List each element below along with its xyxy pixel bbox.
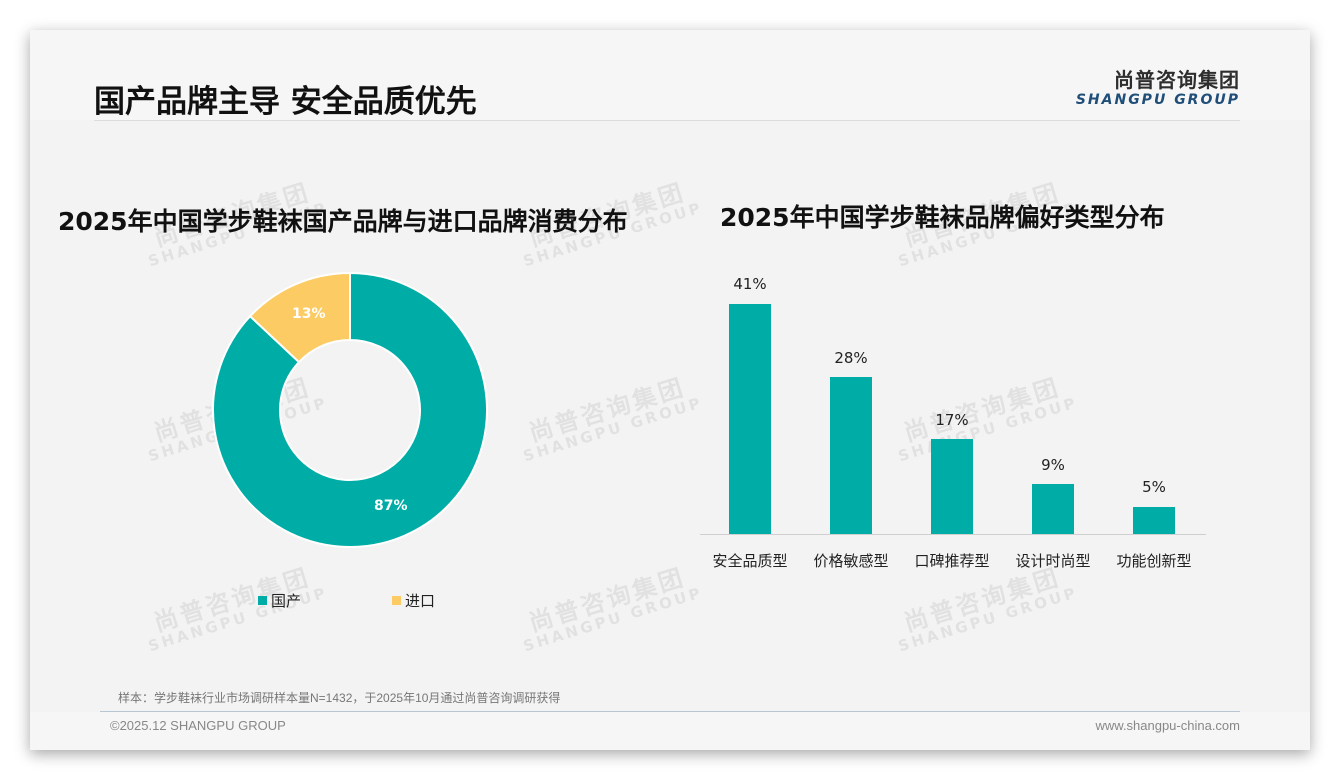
legend-item-import: 进口 [392,590,435,611]
bar-value-label: 28% [834,349,868,367]
bar-design-fashion [1032,484,1074,534]
x-tick-label: 功能创新型 [1116,553,1192,570]
website-link: www.shangpu-china.com [1095,718,1240,733]
bar-chart: 41% 28% 17% 9% 5% [700,270,1206,534]
donut-slice-import [248,271,351,364]
legend-label: 进口 [405,593,436,610]
bar-chart-title: 2025年中国学步鞋袜品牌偏好类型分布 [720,203,1165,232]
legend-swatch-yellow [392,596,401,605]
footer-band [30,712,1310,750]
bar-value-label: 9% [1041,456,1065,474]
donut-svg [212,271,488,548]
page-title: 国产品牌主导 安全品质优先 [94,84,477,120]
slide: 尚普咨询集团 SHANGPU GROUP 尚普咨询集团 SHANGPU GROUP … [30,30,1310,750]
footer-divider [100,711,1240,712]
x-tick-label: 安全品质型 [712,553,788,570]
donut-chart-title: 2025年中国学步鞋袜国产品牌与进口品牌消费分布 [58,207,628,236]
header-divider [94,120,1240,121]
bar-functional-innovation [1133,507,1175,534]
sample-note: 样本：学步鞋袜行业市场调研样本量N=1432，于2025年10月通过尚普咨询调研… [118,691,561,705]
donut-chart: 87% 13% [212,271,488,548]
slice-label-domestic: 87% [374,498,408,514]
donut-slice-domestic [212,271,488,548]
legend-item-domestic: 国产 [258,590,301,611]
bar-word-of-mouth [931,439,973,534]
copyright: ©2025.12 SHANGPU GROUP [110,718,286,733]
x-tick-label: 价格敏感型 [813,553,889,570]
x-axis-line [700,534,1206,535]
x-tick-label: 口碑推荐型 [914,553,990,570]
logo-en: SHANGPU GROUP [1075,92,1240,108]
bar-price-sensitive [830,377,872,534]
header-band [30,30,1310,120]
bar-value-label: 41% [733,275,767,293]
brand-logo: 尚普咨询集团 SHANGPU GROUP [1076,64,1240,108]
legend-swatch-teal [258,596,267,605]
slice-label-import: 13% [292,306,326,322]
legend-label: 国产 [271,593,302,610]
bar-safety-quality [729,304,771,534]
bar-value-label: 5% [1142,478,1166,496]
logo-cn: 尚普咨询集团 [1114,68,1240,92]
x-tick-label: 设计时尚型 [1015,553,1091,570]
bar-value-label: 17% [935,411,969,429]
